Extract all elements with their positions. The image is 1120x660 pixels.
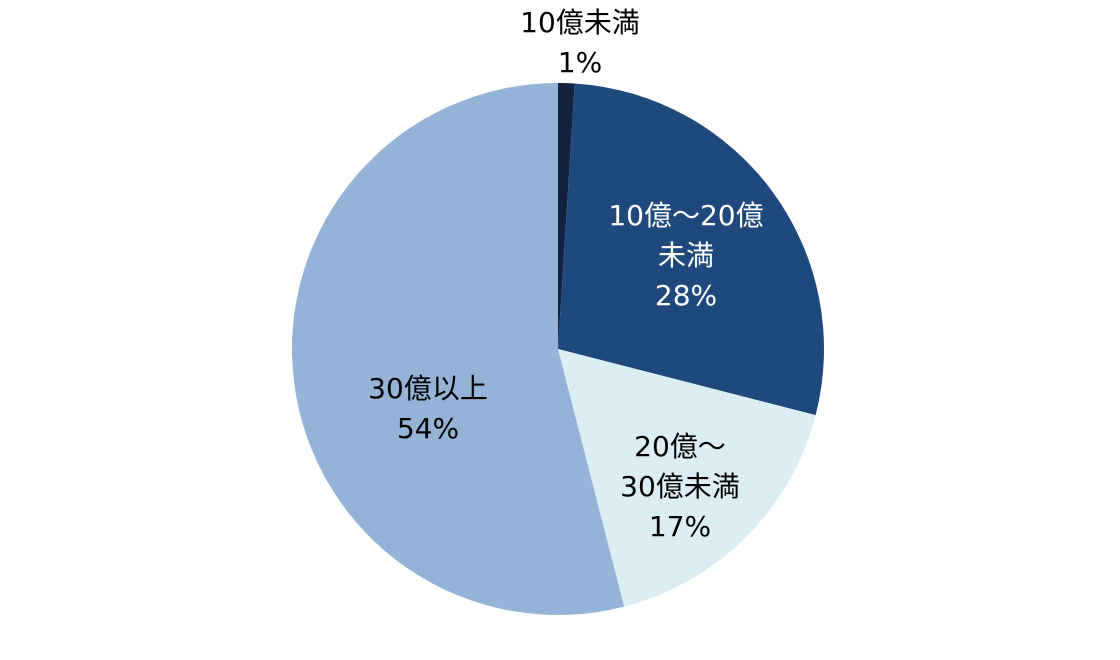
slice-value-label: 28%: [655, 279, 717, 312]
slice-category-label: 20億～: [634, 430, 726, 463]
slice-category-label: 未満: [658, 239, 714, 272]
slice-value-label: 54%: [397, 412, 459, 445]
pie-slice: [558, 349, 816, 607]
slice-category-label: 30億未満: [620, 470, 740, 503]
pie-slice: [291, 83, 625, 615]
slices-layer: [291, 82, 824, 615]
slice-category-label: 30億以上: [368, 372, 488, 405]
slice-label-group: 10億未満 1%: [520, 6, 640, 79]
pie-slice: [558, 83, 824, 416]
pie-slice: [558, 82, 575, 349]
slice-category-label: 10億未満: [520, 6, 640, 39]
slice-value-label: 17%: [649, 510, 711, 543]
slice-category-label: 10億～20億: [608, 199, 763, 232]
slice-label-group: 30億以上 54%: [368, 372, 488, 445]
slice-label-group: 20億～ 30億未満 17%: [620, 430, 740, 543]
slice-value-label: 1%: [558, 46, 602, 79]
